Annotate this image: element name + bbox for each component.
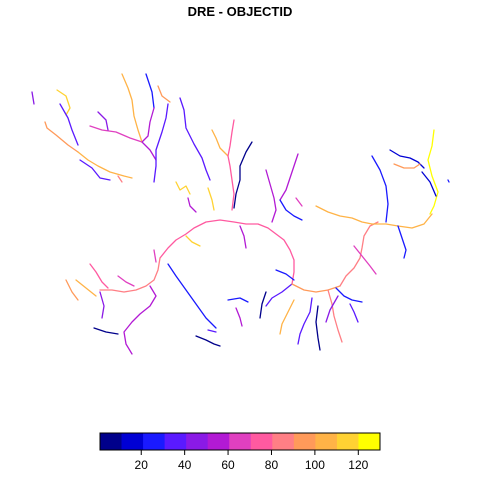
legend-tick-label: 80	[265, 458, 279, 472]
river-segment	[195, 335, 221, 347]
legend-tick-label: 120	[348, 458, 368, 472]
river-segment	[279, 153, 299, 201]
river-segment	[179, 97, 211, 181]
river-segment	[339, 221, 379, 287]
river-segment	[117, 275, 135, 287]
river-segment	[121, 73, 143, 143]
river-segment	[397, 225, 407, 259]
legend-tick-label: 100	[305, 458, 325, 472]
river-segment	[123, 285, 157, 355]
legend-swatch	[207, 433, 230, 450]
river-segment	[227, 297, 249, 303]
legend-tick-label: 20	[135, 458, 149, 472]
river-segment	[153, 249, 157, 263]
legend-tick-label: 40	[178, 458, 192, 472]
river-segment	[297, 297, 313, 345]
legend-frame	[99, 432, 381, 451]
river-segment	[159, 219, 295, 285]
river-segment	[235, 307, 243, 327]
river-segment	[325, 295, 339, 323]
river-segment	[97, 111, 109, 131]
river-segment	[265, 169, 277, 223]
river-segment	[291, 283, 341, 293]
river-segment	[207, 329, 217, 333]
river-segment	[157, 85, 171, 103]
river-segment	[265, 283, 293, 307]
river-segment	[99, 257, 161, 293]
river-segment	[315, 205, 433, 229]
river-segment	[227, 119, 235, 211]
river-segment	[75, 279, 97, 297]
color-legend: 20 40 60 80 100 120	[99, 432, 381, 472]
legend-ticks: 20 40 60 80 100 120	[135, 450, 369, 472]
river-segment	[279, 299, 295, 335]
river-segment	[335, 287, 363, 303]
legend-swatch	[121, 433, 144, 450]
legend-swatches	[100, 433, 381, 450]
river-segment	[275, 269, 295, 281]
river-segment	[59, 103, 79, 146]
river-segment	[279, 199, 303, 221]
river-segment	[141, 107, 157, 161]
river-segment	[327, 289, 343, 343]
river-segment	[185, 235, 201, 247]
river-segment	[153, 103, 169, 183]
river-segment	[79, 159, 111, 181]
legend-swatch	[315, 433, 338, 450]
river-network	[31, 73, 450, 355]
legend-swatch	[186, 433, 209, 450]
river-segment	[187, 197, 197, 213]
river-segment	[93, 327, 119, 335]
river-segment	[89, 125, 143, 143]
legend-swatch	[143, 433, 166, 450]
river-segment	[353, 245, 377, 275]
river-segment	[233, 141, 253, 209]
river-segment	[349, 303, 359, 323]
legend-swatch	[293, 433, 316, 450]
map-title: DRE - OBJECTID	[187, 4, 293, 19]
river-segment	[371, 155, 389, 223]
river-segment	[259, 291, 267, 319]
legend-swatch	[164, 433, 187, 450]
river-segment	[447, 179, 450, 183]
legend-swatch	[272, 433, 295, 450]
legend-tick-label: 60	[221, 458, 235, 472]
river-segment	[77, 151, 133, 179]
river-segment	[65, 279, 79, 301]
river-segment	[145, 73, 155, 109]
river-segment	[167, 263, 217, 329]
river-segment	[427, 129, 439, 215]
river-segment	[421, 171, 437, 197]
river-segment	[117, 175, 123, 183]
river-segment	[211, 129, 229, 157]
river-segment	[239, 225, 247, 249]
river-segment	[175, 181, 191, 195]
river-segment	[56, 89, 71, 116]
river-segment	[31, 91, 35, 105]
legend-swatch	[358, 433, 381, 450]
river-segment	[99, 291, 105, 319]
legend-swatch	[250, 433, 273, 450]
legend-swatch	[100, 433, 122, 450]
river-segment	[44, 121, 79, 153]
river-segment	[207, 187, 215, 211]
river-segment	[393, 163, 421, 169]
river-segment	[89, 263, 109, 289]
legend-swatch	[229, 433, 252, 450]
legend-swatch	[336, 433, 359, 450]
river-segment	[295, 197, 303, 207]
river-segment	[315, 305, 321, 351]
